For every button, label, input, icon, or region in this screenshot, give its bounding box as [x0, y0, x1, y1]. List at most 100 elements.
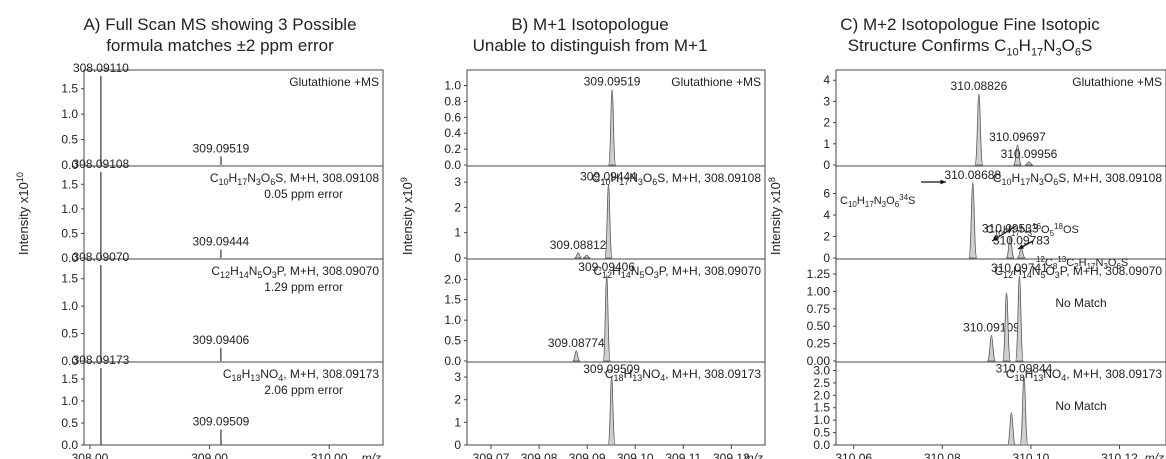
y-tick-label: 0.0 — [61, 354, 78, 368]
y-tick-label: 3.0 — [813, 363, 830, 377]
spectrum-peak — [974, 93, 984, 166]
spectrum-peak — [1007, 412, 1016, 446]
panel-frame — [466, 69, 766, 446]
formula-label: C10H17N3O6S, M+H, 308.09108 — [993, 171, 1162, 187]
formula-label: C10H17N3O6S, M+H, 308.09108 — [592, 171, 761, 187]
y-tick-label: 0.0 — [61, 251, 78, 265]
arrow-head — [992, 236, 998, 241]
y-tick-label: 1.0 — [61, 202, 78, 216]
peak-label: 310.09533 — [982, 222, 1039, 236]
peak-label: 309.08774 — [548, 336, 605, 350]
peak-label: 309.09519 — [584, 75, 641, 89]
y-tick-label: 0.5 — [813, 426, 830, 440]
y-tick-label: 1.0 — [444, 79, 461, 93]
spectrum-peak — [1017, 247, 1026, 259]
y-tick-label: 2 — [823, 230, 830, 244]
y-tick-label: 1.0 — [813, 413, 830, 427]
peak-label: 310.09697 — [989, 130, 1046, 144]
y-tick-label: 1.0 — [61, 299, 78, 313]
spectrum-peak — [1024, 161, 1033, 166]
y-tick-label: 1.0 — [444, 313, 461, 327]
y-tick-label: 2.0 — [444, 272, 461, 286]
y-tick-label: 0.00 — [807, 354, 831, 368]
x-tick-label: 310.00 — [311, 451, 348, 459]
arrow-head — [940, 179, 946, 185]
x-tick-label: 309.10 — [617, 451, 654, 459]
y-tick-label: 0.8 — [444, 94, 461, 108]
panel-c-title-line2: Structure Confirms C10H17N3O6S — [847, 36, 1093, 59]
spectrum-peak — [1013, 144, 1022, 166]
y-tick-label: 0.0 — [61, 158, 78, 172]
spectrum-label: Glutathione +MS — [289, 75, 379, 89]
y-tick-label: 0.25 — [807, 337, 831, 351]
y-tick-label: 1.5 — [444, 293, 461, 307]
x-tick-label: 309.12 — [713, 451, 750, 459]
x-tick-label: 310.06 — [835, 451, 872, 459]
formula-label: C10H17N3O6S, M+H, 308.09108 — [210, 171, 379, 187]
y-tick-label: 1.5 — [61, 272, 78, 286]
y-tick-label: 1.0 — [61, 107, 78, 121]
formula-label: C18H13NO4, M+H, 308.09173 — [605, 367, 761, 383]
spectrum-peak — [608, 89, 617, 166]
spectrum-peak — [574, 252, 582, 259]
spectrum-peak — [602, 274, 611, 362]
y-tick-label: 1.5 — [813, 401, 830, 415]
x-tick-label: 309.09 — [569, 451, 606, 459]
y-tick-label: 0 — [454, 251, 461, 265]
y-tick-label: 0.6 — [444, 110, 461, 124]
spectrum-peak — [572, 350, 581, 362]
spectrum-peak — [607, 376, 616, 446]
formula-label: C12H14N5O3P, M+H, 308.09070 — [994, 264, 1162, 280]
peak-label: 309.09406 — [192, 333, 249, 347]
peak-label: 309.09509 — [193, 415, 250, 429]
y-tick-label: 1.0 — [61, 394, 78, 408]
peak-label: 310.09956 — [1001, 147, 1058, 161]
match-note: No Match — [1055, 296, 1106, 310]
y-tick-label: 0.0 — [444, 158, 461, 172]
y-tick-label: 1.5 — [61, 82, 78, 96]
peak-label: 308.09110 — [73, 61, 129, 75]
panel-c-title: C) M+2 Isotopologue Fine Isotopic Struct… — [770, 14, 1166, 63]
x-tick-label: 310.08 — [924, 451, 961, 459]
match-note: 2.06 ppm error — [264, 383, 343, 397]
isotope-annotation: 12C813C2H17N3O6S — [1036, 255, 1128, 271]
peak-label: 310.09844 — [996, 362, 1053, 376]
y-tick-label: 3 — [454, 175, 461, 189]
y-tick-label: 4 — [823, 73, 830, 87]
y-tick-label: 2 — [823, 116, 830, 130]
x-axis-unit: m/z — [1145, 451, 1164, 459]
formula-label: C12H14N5O3P, M+H, 308.09070 — [593, 264, 761, 280]
match-note: 0.05 ppm error — [264, 187, 343, 201]
y-tick-label: 0.2 — [444, 142, 461, 156]
x-axis-unit: m/z — [744, 451, 763, 459]
y-tick-label: 3 — [454, 370, 461, 384]
y-tick-label: 6 — [823, 187, 830, 201]
panel-a-title: A) Full Scan MS showing 3 Possible formu… — [83, 15, 357, 55]
peak-label: 310.08688 — [944, 168, 1001, 182]
x-tick-label: 309.07 — [473, 451, 510, 459]
formula-label: C18H13NO4, M+H, 308.09173 — [223, 367, 379, 383]
y-tick-label: 0.0 — [813, 438, 830, 452]
isotope-annotation: C10H17N3O634S — [840, 193, 915, 209]
y-tick-label: 0.5 — [61, 133, 78, 147]
peak-label: 309.09406 — [578, 260, 635, 274]
spectrum-peak — [987, 334, 996, 362]
match-note: 1.29 ppm error — [264, 280, 343, 294]
x-tick-label: 309.00 — [191, 451, 228, 459]
spectrum-peak — [1002, 292, 1011, 362]
isotope-annotation: C10H17N316O518OS — [986, 222, 1079, 238]
peak-label: 309.09519 — [193, 141, 250, 155]
y-tick-label: 0 — [823, 158, 830, 172]
y-tick-label: 0.5 — [61, 327, 78, 341]
peak-label: 308.09173 — [73, 353, 130, 367]
x-tick-label: 308.00 — [72, 451, 109, 459]
spectrum-peak — [604, 184, 613, 259]
arrow-head — [1018, 244, 1024, 249]
peak-label: 308.09108 — [73, 157, 130, 171]
match-note: No Match — [1055, 399, 1106, 413]
y-tick-label: 0 — [823, 251, 830, 265]
y-tick-label: 1.00 — [807, 284, 831, 298]
y-tick-label: 0.75 — [807, 302, 831, 316]
spectrum-peak — [1005, 236, 1015, 259]
